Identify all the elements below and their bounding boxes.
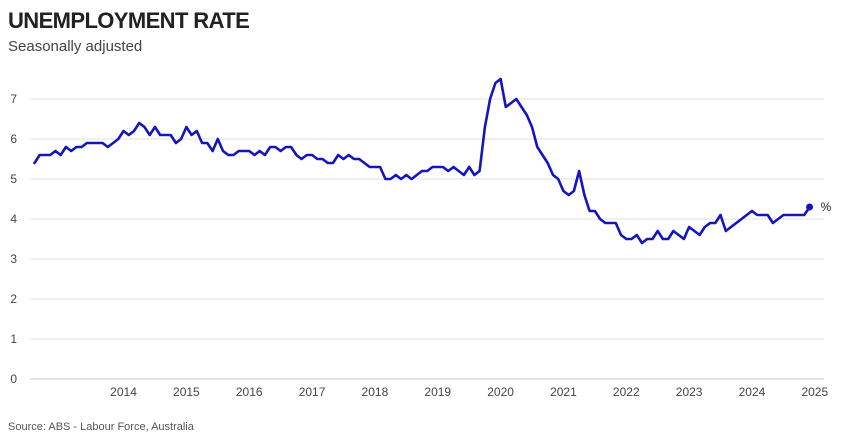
y-tick-label: 4 (10, 212, 17, 226)
series-layer (33, 77, 814, 245)
x-tick-label: 2023 (676, 385, 703, 399)
grid-layer (30, 98, 824, 380)
y-tick-label: 7 (10, 92, 17, 106)
unit-label: % (821, 200, 832, 214)
source-note: Source: ABS - Labour Force, Australia (8, 421, 194, 433)
y-tick-label: 1 (10, 332, 17, 346)
series-line (33, 77, 811, 245)
x-tick-label: 2015 (173, 385, 200, 399)
x-tick-label: 2018 (362, 385, 389, 399)
x-axis-ticks: 2014 2015 2016 2017 2018 2019 2020 2021 2022 2023… (110, 385, 828, 399)
y-tick-label: 2 (10, 292, 17, 306)
y-tick-label: 6 (10, 132, 17, 146)
latest-point-marker (806, 203, 814, 211)
y-tick-label: 3 (10, 252, 17, 266)
y-tick-label: 5 (10, 172, 17, 186)
x-tick-label: 2025 (801, 385, 828, 399)
x-tick-label: 2016 (236, 385, 263, 399)
chart-subtitle: Seasonally adjusted (8, 38, 143, 55)
y-axis-ticks: 0 1 2 3 4 5 6 7 (10, 92, 17, 386)
chart-title: UNEMPLOYMENT RATE (8, 8, 250, 33)
x-tick-label: 2017 (299, 385, 326, 399)
x-tick-label: 2020 (487, 385, 514, 399)
x-tick-label: 2021 (550, 385, 577, 399)
x-tick-label: 2019 (424, 385, 451, 399)
y-tick-label: 0 (10, 372, 17, 386)
x-tick-label: 2024 (739, 385, 766, 399)
x-tick-label: 2022 (613, 385, 640, 399)
x-tick-label: 2014 (110, 385, 137, 399)
